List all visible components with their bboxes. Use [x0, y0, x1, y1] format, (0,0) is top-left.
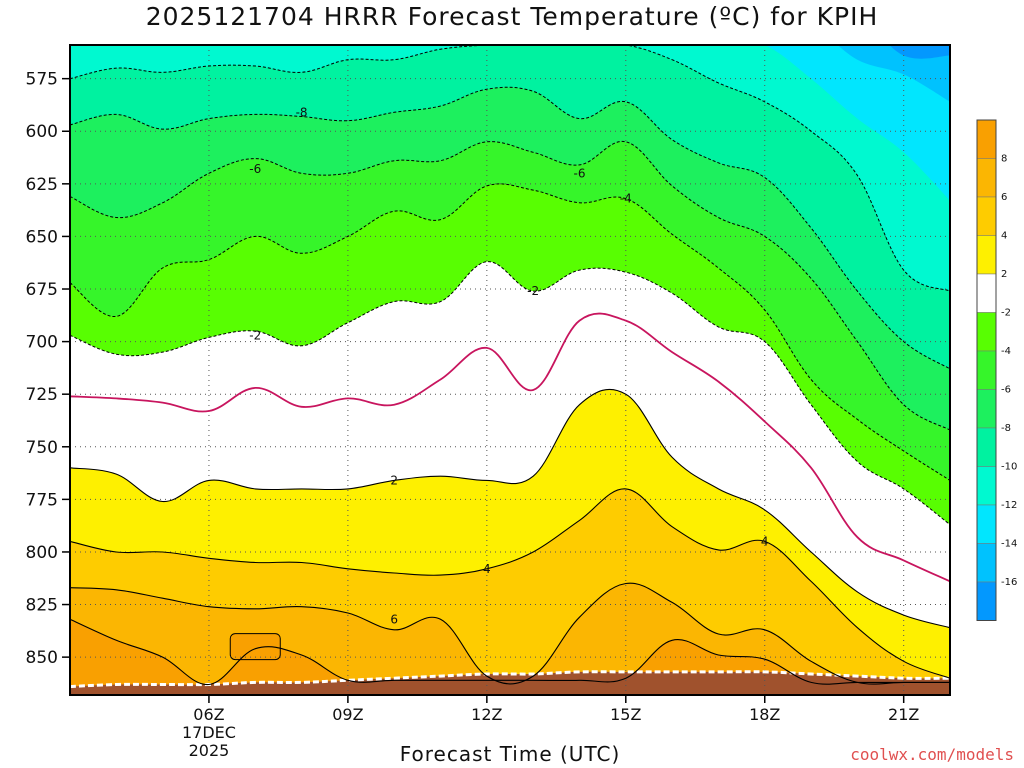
- x-tick-label-12Z: 12Z: [471, 705, 502, 724]
- colorbar-label-2: 4: [1001, 231, 1007, 242]
- colorbar-label-4: -2: [1001, 308, 1011, 319]
- isotherm--10: [70, 45, 950, 292]
- y-tick-label-575: 575: [26, 70, 58, 90]
- x-date-label: 17DEC: [182, 723, 236, 742]
- colorbar: 8 6 4 2 -2 -4 -6 -8 -10 -12 -14 -16: [976, 119, 1017, 621]
- colorbar-frame: [976, 119, 997, 621]
- y-tick-label-600: 600: [26, 122, 58, 142]
- y-tick-label-850: 850: [26, 648, 58, 668]
- colorbar-label-7: -8: [1001, 423, 1011, 434]
- contour-label-7: 4: [483, 562, 491, 576]
- y-tick-label-700: 700: [26, 333, 58, 353]
- contour-label-2: -6: [573, 166, 585, 180]
- y-tick-label-825: 825: [26, 596, 58, 616]
- y-tick-label-725: 725: [26, 385, 58, 405]
- isotherm--2: [70, 261, 950, 525]
- colorbar-label-8: -10: [1001, 462, 1017, 473]
- colorbar-label-9: -12: [1001, 500, 1017, 511]
- x-axis-label: Forecast Time (UTC): [399, 742, 621, 766]
- isotherm-4: [70, 488, 950, 679]
- grid: [70, 45, 950, 695]
- contour-label-8: 4: [761, 534, 769, 548]
- colorbar-swatch-8: [976, 427, 997, 467]
- colorbar-swatch-2: [976, 196, 997, 236]
- x-year-label: 2025: [189, 741, 230, 760]
- x-tick-label-15Z: 15Z: [610, 705, 641, 724]
- x-tick-label-09Z: 09Z: [332, 705, 363, 724]
- colorbar-label-3: 2: [1001, 269, 1007, 280]
- isotherm--8: [70, 86, 950, 370]
- contour-label-9: 6: [390, 612, 398, 626]
- colorbar-swatch-9: [976, 466, 997, 506]
- isotherm-2: [70, 388, 950, 629]
- y-tick-label-775: 775: [26, 490, 58, 510]
- contour-label-4: -2: [527, 284, 539, 298]
- contour-label-3: -4: [620, 192, 632, 206]
- colorbar-swatch-0: [976, 119, 997, 159]
- colorbar-swatch-12: [976, 581, 997, 621]
- isotherm--6: [70, 141, 950, 431]
- x-tick-label-06Z: 06Z: [193, 705, 224, 724]
- isotherm-6: [70, 582, 950, 685]
- isotherm-8: [70, 618, 950, 686]
- contour-label-6: 2: [390, 473, 398, 487]
- y-tick-label-650: 650: [26, 227, 58, 247]
- y-tick-label-675: 675: [26, 280, 58, 300]
- colorbar-swatch-11: [976, 543, 997, 583]
- colorbar-label-1: 6: [1001, 192, 1007, 203]
- contour-label-1: -6: [249, 162, 261, 176]
- colorbar-label-11: -16: [1001, 577, 1017, 588]
- colorbar-swatch-7: [976, 389, 997, 429]
- colorbar-swatch-3: [976, 235, 997, 275]
- colorbar-swatch-6: [976, 350, 997, 390]
- isotherm-lines: [70, 45, 950, 689]
- colorbar-swatch-1: [976, 158, 997, 198]
- colorbar-swatch-4: [976, 273, 997, 313]
- y-tick-label-625: 625: [26, 175, 58, 195]
- contour-label-0: -8: [296, 105, 308, 119]
- y-axis: 575 600 625 650 675 700 725 750 775 800 825 850: [26, 70, 70, 668]
- temperature-fills: [70, 45, 950, 695]
- colorbar-label-0: 8: [1001, 154, 1007, 165]
- contour-label-5: -2: [249, 328, 261, 342]
- y-tick-label-800: 800: [26, 543, 58, 563]
- colorbar-label-6: -6: [1001, 385, 1011, 396]
- contour-labels: -8 -6 -6 -4 -2 -2 2 4 4 6: [249, 105, 768, 626]
- warm-pocket-06z: [229, 633, 281, 661]
- watermark: coolwx.com/models: [850, 745, 1014, 764]
- colorbar-label-5: -4: [1001, 346, 1011, 357]
- x-tick-label-18Z: 18Z: [749, 705, 780, 724]
- isotherm-0: [70, 312, 950, 583]
- colorbar-swatch-5: [976, 312, 997, 352]
- plot-frame: [69, 44, 951, 696]
- colorbar-label-10: -14: [1001, 539, 1017, 550]
- colorbar-swatch-10: [976, 504, 997, 544]
- y-tick-label-750: 750: [26, 438, 58, 458]
- x-tick-label-21Z: 21Z: [888, 705, 919, 724]
- chart-title: 2025121704 HRRR Forecast Temperature (ºC…: [145, 2, 879, 31]
